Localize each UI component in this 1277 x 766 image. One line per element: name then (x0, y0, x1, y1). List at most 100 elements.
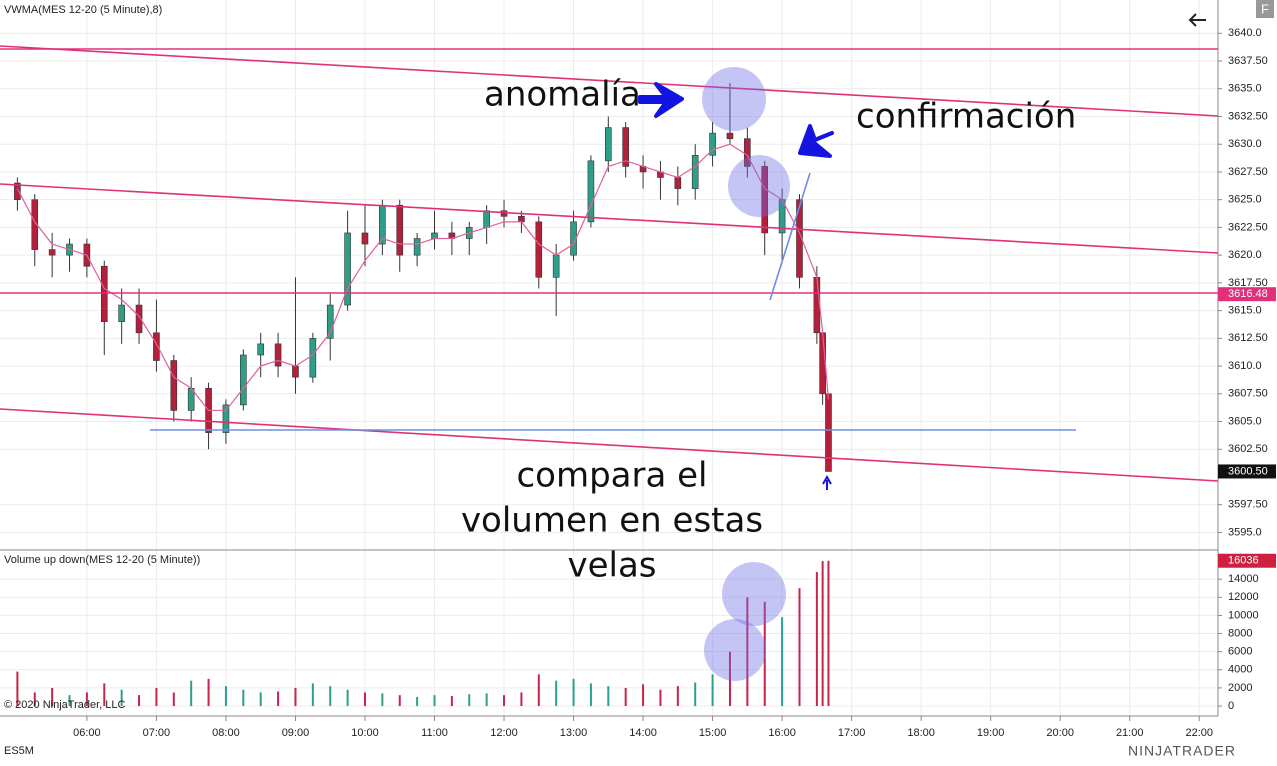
annotation: confirmación (856, 97, 1076, 137)
candle-body (14, 182, 21, 200)
y-tick-label: 3597.50 (1228, 499, 1268, 511)
candle-body (552, 254, 560, 278)
y-tick-label: 3635.0 (1228, 83, 1262, 95)
y-tick-label: 3595.0 (1228, 526, 1262, 538)
trend-line (0, 183, 1219, 254)
volume-bar (694, 682, 697, 707)
arrow (798, 124, 834, 158)
candle-body (274, 343, 282, 367)
candle-body (825, 393, 832, 472)
copyright: © 2020 NinjaTrader, LLC (4, 699, 125, 711)
indicator-title: Volume up down(MES 12-20 (5 Minute)) (4, 554, 200, 566)
y-tick-label: 3617.50 (1228, 277, 1268, 289)
volume-bar (381, 693, 384, 707)
volume-bar (155, 687, 158, 707)
volume-bar (503, 695, 506, 707)
candle-body (292, 365, 299, 378)
indicator-title: VWMA(MES 12-20 (5 Minute),8) (4, 4, 162, 16)
price-marker (1218, 553, 1276, 568)
volume-bar (138, 695, 141, 707)
button-label[interactable]: F (1261, 1, 1269, 16)
volume-bar (798, 588, 801, 707)
candle-body (361, 232, 369, 245)
volume-bar (485, 693, 488, 707)
volume-bar (642, 684, 645, 707)
candle-body (483, 210, 490, 228)
x-tick-label: 14:00 (629, 727, 657, 739)
volume-bar (537, 674, 540, 707)
price-marker-label: 3600.50 (1228, 465, 1268, 477)
volume-bar (572, 678, 575, 707)
volume-bar (763, 601, 766, 707)
price-marker (1218, 464, 1276, 479)
candle-body (535, 221, 543, 278)
candle-body (587, 160, 595, 223)
instrument: ES5M (4, 745, 34, 757)
y-tick-label: 3615.0 (1228, 305, 1262, 317)
x-tick-label: 07:00 (143, 727, 171, 739)
volume-bar (659, 689, 662, 707)
volume-bar (363, 692, 366, 707)
arrow (638, 82, 684, 118)
candle-body (744, 138, 751, 167)
volume-bar (589, 683, 592, 707)
candle-body (31, 199, 39, 250)
x-tick-label: 09:00 (282, 727, 310, 739)
y-tick-label: 3637.50 (1228, 55, 1268, 67)
y-tick-label: 3602.50 (1228, 443, 1268, 455)
y-tick-label: 3627.50 (1228, 166, 1268, 178)
volume-bar (781, 617, 784, 707)
volume-bar (120, 689, 123, 707)
volume-bar (329, 686, 332, 707)
volume-bar (398, 695, 401, 707)
brand: NINJATRADER (1128, 743, 1236, 759)
volume-bar (468, 694, 471, 707)
trend-line (0, 408, 1219, 482)
candle-body (153, 332, 160, 361)
annotation: velas (567, 546, 656, 586)
volume-bar (555, 680, 558, 707)
price-marker-label: 16036 (1228, 555, 1259, 567)
volume-bar (294, 687, 297, 707)
volume-bar (16, 671, 19, 707)
x-tick-label: 20:00 (1046, 727, 1074, 739)
volume-bar (103, 683, 106, 707)
x-tick-label: 08:00 (212, 727, 240, 739)
y-tick-label: 2000 (1228, 682, 1252, 694)
x-tick-label: 06:00 (73, 727, 101, 739)
y-tick-label: 6000 (1228, 646, 1252, 658)
volume-bar (433, 695, 436, 707)
volume-bar (85, 692, 88, 707)
volume-bar (711, 674, 714, 707)
candle-body (100, 265, 108, 323)
button[interactable] (1256, 0, 1274, 18)
candle-body (413, 238, 421, 256)
annotation: volumen en estas (461, 501, 763, 541)
back-icon[interactable] (1188, 13, 1206, 27)
candle-body (674, 177, 682, 189)
volume-bar (51, 687, 54, 707)
candle-body (240, 354, 247, 406)
candle-body (118, 304, 125, 323)
candle-body (605, 127, 612, 162)
volume-bar (259, 692, 262, 707)
highlight (722, 562, 786, 626)
volume-bar (33, 692, 36, 707)
volume-bar (607, 686, 610, 707)
candle-body (761, 166, 769, 234)
volume-bar (68, 695, 71, 707)
volume-bar (624, 687, 627, 707)
x-tick-label: 12:00 (490, 727, 518, 739)
volume-bar (190, 680, 193, 707)
y-tick-label: 3640.0 (1228, 27, 1262, 39)
volume-bar (815, 571, 818, 707)
x-tick-label: 11:00 (421, 727, 448, 739)
y-tick-label: 3632.50 (1228, 110, 1268, 122)
volume-bar (450, 696, 453, 707)
x-tick-label: 10:00 (351, 727, 379, 739)
arrow (822, 474, 832, 490)
trend-line (769, 172, 811, 301)
volume-bar (520, 692, 523, 707)
marks (14, 83, 832, 707)
